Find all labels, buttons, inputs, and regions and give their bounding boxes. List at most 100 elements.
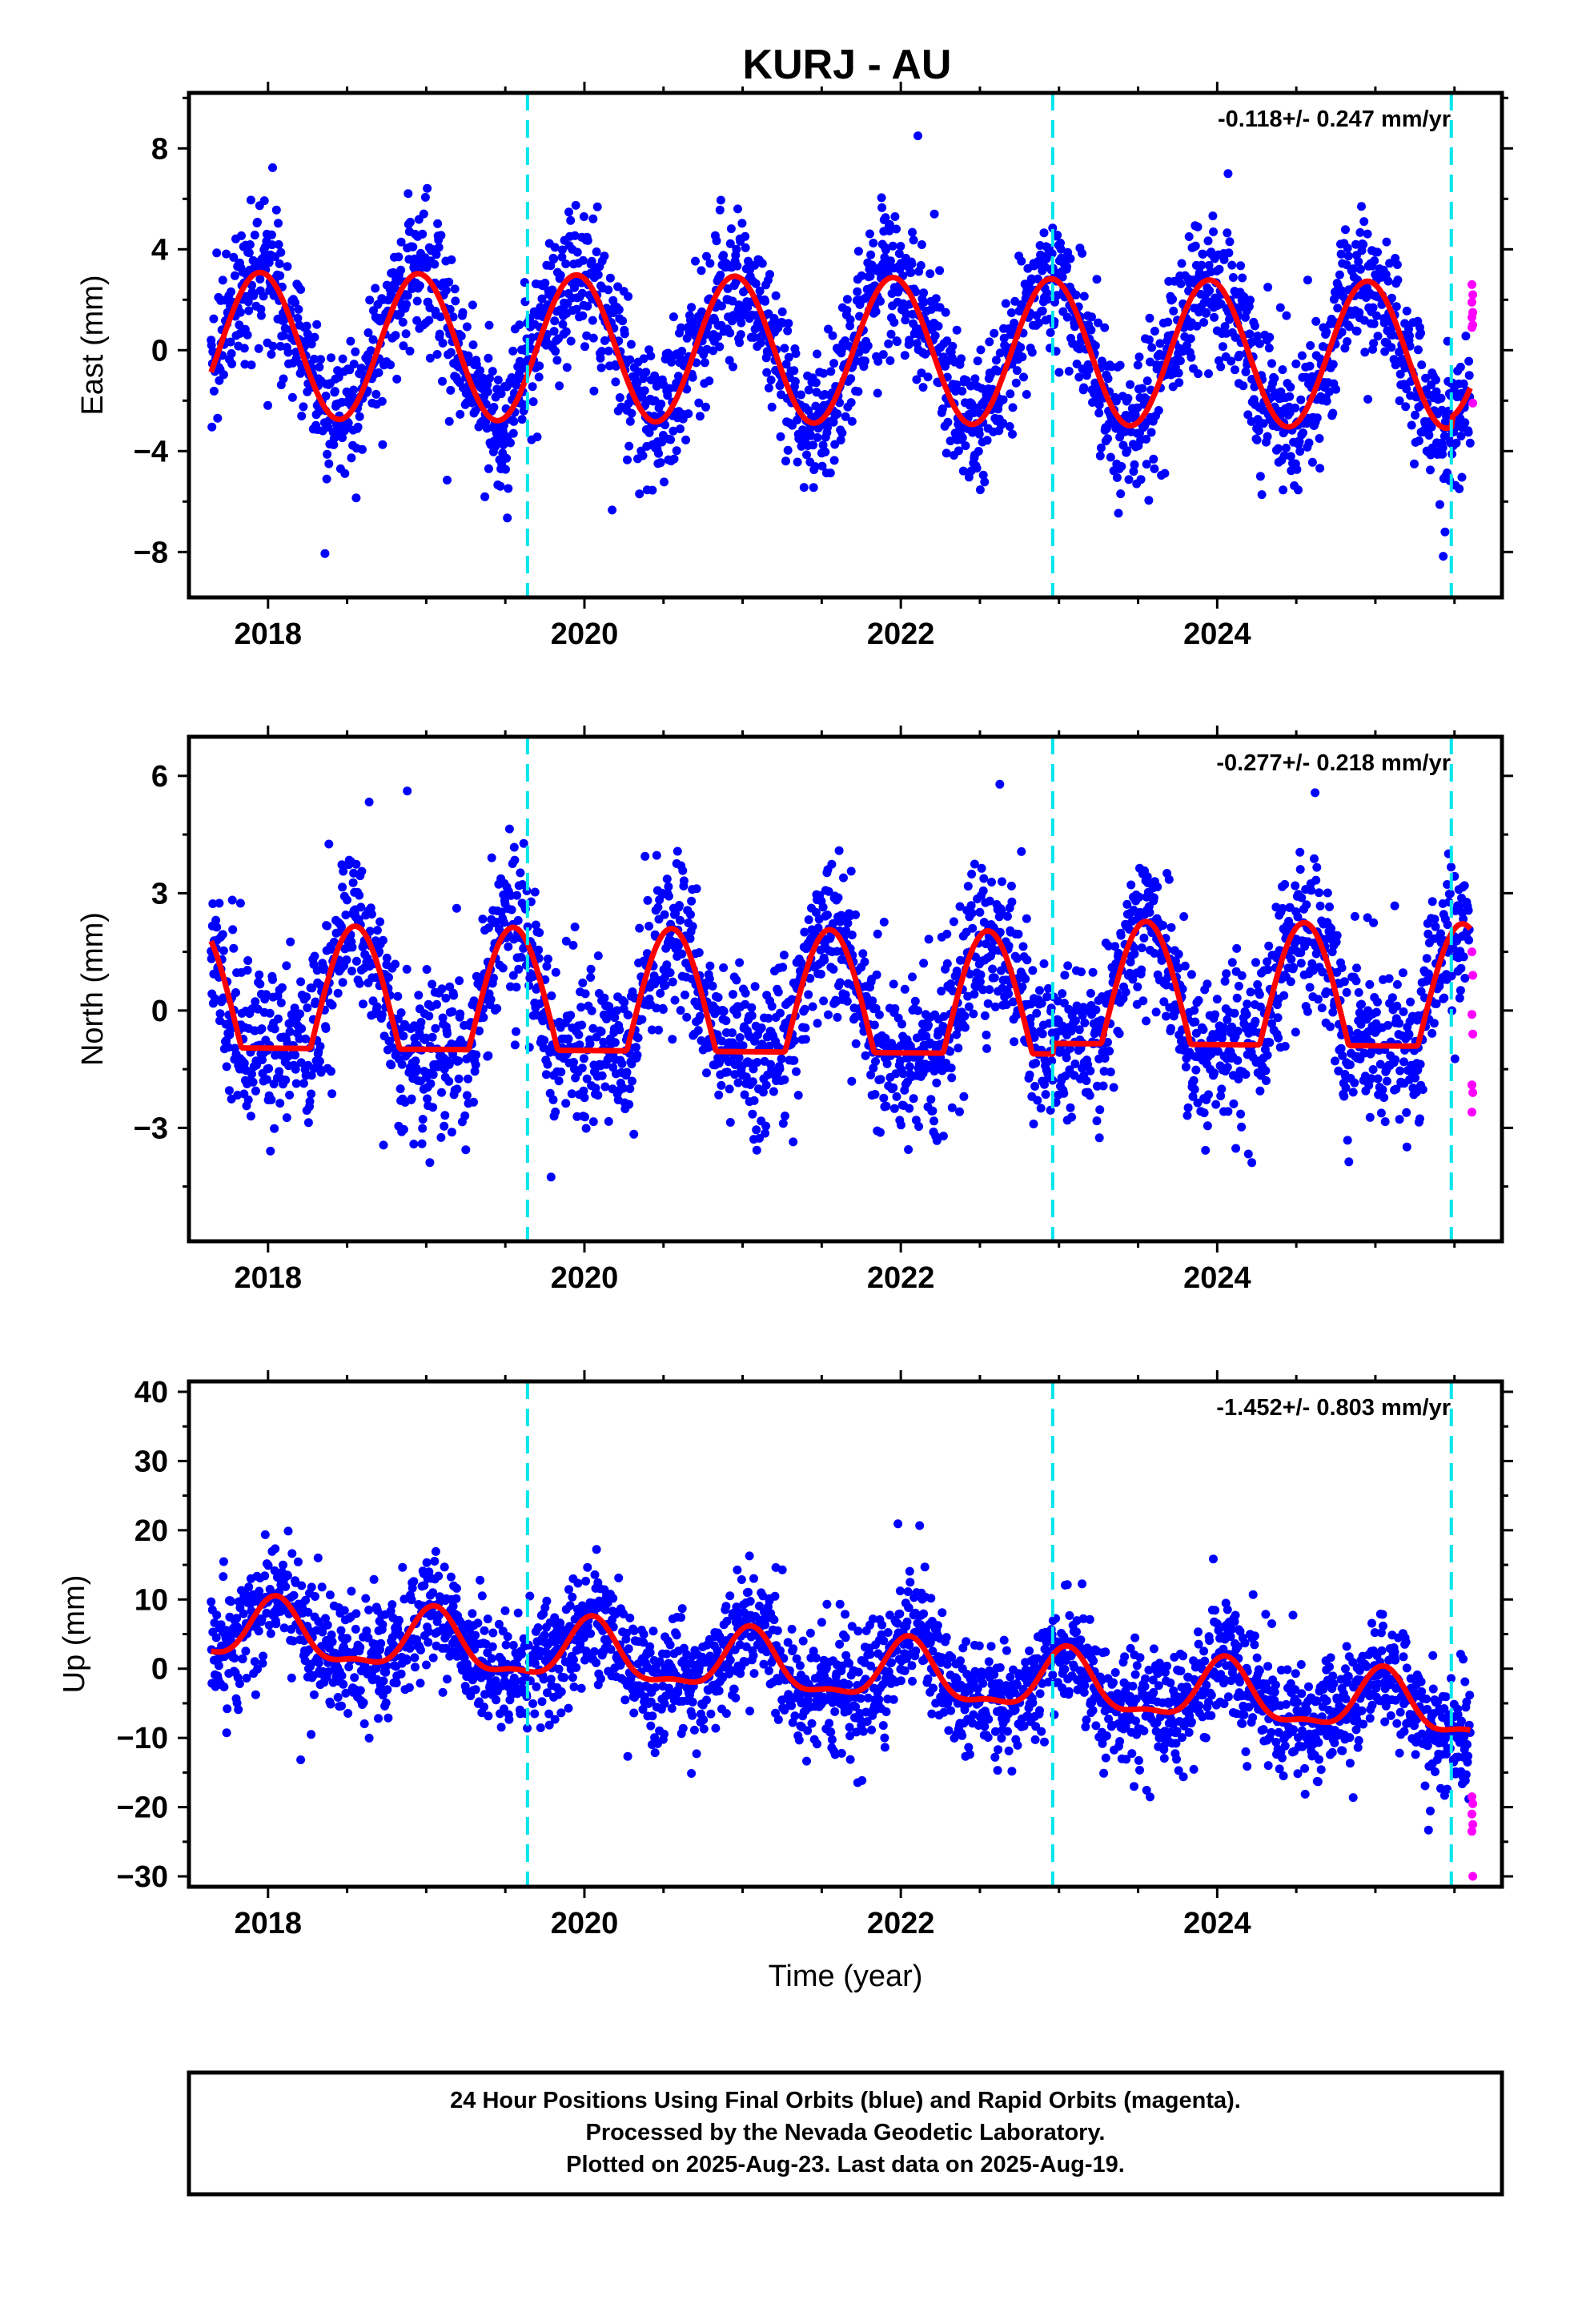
east-final-point: [604, 346, 613, 356]
north-final-point: [777, 1054, 786, 1063]
north-final-point: [1242, 1010, 1251, 1019]
east-final-point: [641, 368, 651, 377]
east-final-point: [338, 354, 347, 364]
east-final-point: [1296, 395, 1306, 404]
north-final-point: [1203, 1121, 1212, 1131]
north-final-point: [1204, 1090, 1213, 1100]
east-final-point: [550, 316, 560, 326]
east-final-point: [1010, 318, 1019, 328]
north-final-point: [617, 1059, 627, 1068]
north-final-point: [316, 1068, 326, 1077]
north-final-point: [591, 1084, 600, 1093]
east-final-point: [320, 549, 330, 558]
east-final-point: [549, 255, 559, 264]
east-final-point: [1243, 410, 1253, 420]
east-ylabel: East (mm): [76, 275, 110, 415]
east-final-point: [502, 453, 512, 463]
east-final-point: [1435, 500, 1444, 509]
east-final-point: [1186, 352, 1196, 362]
east-final-point: [906, 267, 916, 277]
north-final-point: [574, 1030, 584, 1039]
east-final-point: [207, 422, 217, 432]
north-final-point: [1104, 941, 1114, 951]
north-final-point: [327, 1089, 337, 1099]
east-final-point: [1382, 237, 1391, 247]
north-final-point: [215, 899, 224, 908]
north-final-point: [801, 1035, 810, 1044]
east-final-point: [436, 231, 446, 240]
north-final-point: [792, 1067, 801, 1076]
north-final-point: [1190, 1006, 1199, 1015]
north-final-point: [982, 1030, 991, 1039]
north-final-point: [954, 1043, 963, 1053]
east-final-point: [1315, 434, 1324, 443]
east-final-point: [810, 462, 820, 472]
north-final-point: [748, 1109, 757, 1119]
east-final-point: [1285, 392, 1295, 401]
north-final-point: [1047, 1056, 1057, 1066]
north-final-point: [985, 896, 994, 906]
east-final-point: [1291, 403, 1300, 412]
east-final-point: [250, 231, 259, 239]
north-final-point: [1354, 987, 1363, 997]
north-final-point: [761, 1121, 771, 1131]
east-final-point: [669, 312, 678, 322]
north-final-point: [1103, 1038, 1112, 1047]
east-final-point: [1149, 454, 1158, 464]
east-final-point: [846, 398, 856, 408]
north-final-point: [285, 1090, 295, 1100]
east-final-point: [1354, 257, 1363, 267]
north-final-point: [428, 979, 437, 989]
east-final-point: [588, 333, 598, 343]
north-final-point: [239, 1059, 249, 1068]
east-final-point: [1402, 306, 1411, 316]
east-final-point: [736, 330, 745, 340]
north-final-point: [588, 1023, 598, 1033]
east-final-point: [1295, 447, 1305, 456]
north-final-point: [1043, 983, 1053, 993]
north-final-point: [1272, 953, 1281, 963]
east-final-point: [405, 346, 415, 356]
east-final-point: [503, 513, 512, 523]
north-final-point: [437, 1088, 446, 1097]
east-final-point: [327, 353, 335, 363]
north-final-point: [357, 866, 367, 876]
east-final-point: [667, 357, 677, 367]
north-final-point: [393, 991, 403, 1001]
east-final-point: [783, 445, 793, 455]
north-final-point: [870, 1090, 880, 1099]
east-final-point: [958, 386, 967, 396]
east-final-point: [247, 360, 256, 370]
north-final-point: [1145, 907, 1154, 917]
east-final-point: [1238, 273, 1247, 283]
east-final-point: [681, 435, 691, 444]
north-final-point: [1367, 1047, 1376, 1056]
north-final-point: [1339, 1092, 1349, 1101]
north-final-point: [620, 998, 629, 1007]
east-final-point: [615, 393, 624, 402]
north-final-point: [512, 891, 522, 900]
north-final-point: [1054, 1345, 1063, 1353]
east-final-point: [412, 296, 422, 306]
east-final-point: [312, 320, 322, 329]
east-final-point: [1405, 331, 1414, 340]
east-final-point: [274, 219, 283, 228]
north-final-point: [1278, 903, 1287, 913]
east-final-point: [918, 383, 928, 392]
east-final-point: [881, 213, 890, 223]
north-final-point: [869, 1020, 879, 1030]
east-final-point: [797, 390, 805, 400]
east-final-point: [1457, 472, 1467, 482]
north-final-point: [475, 1026, 484, 1035]
north-final-point: [942, 929, 952, 939]
north-final-point: [640, 851, 650, 861]
north-final-point: [752, 1125, 761, 1135]
north-final-point: [470, 1067, 480, 1076]
north-final-point: [1236, 1109, 1246, 1119]
north-final-point: [767, 1002, 777, 1011]
east-final-point: [1174, 378, 1184, 388]
east-final-point: [646, 352, 656, 360]
north-final-point: [1262, 1076, 1271, 1085]
north-final-point: [402, 964, 412, 974]
north-final-point: [1105, 1047, 1114, 1055]
